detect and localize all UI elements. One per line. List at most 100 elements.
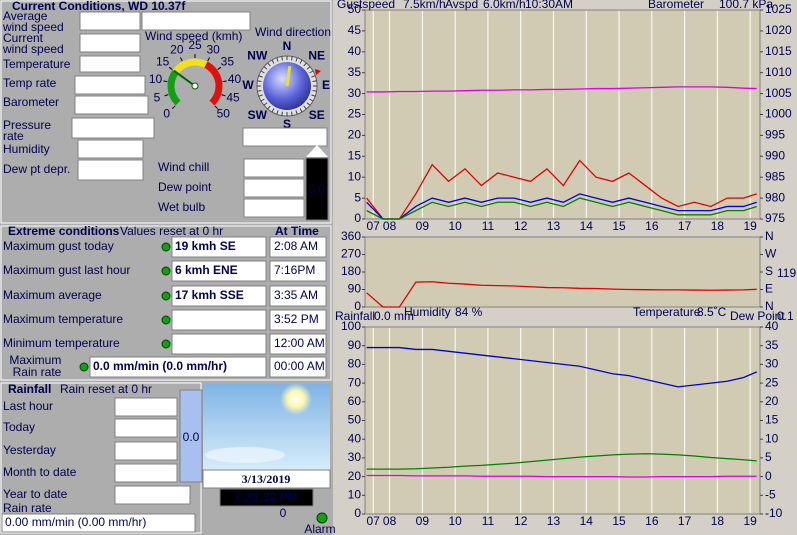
gauge-tick <box>214 105 218 109</box>
y2-tick-label: 20 <box>765 394 779 408</box>
input-box <box>242 127 328 147</box>
gauge-title: Wind speed (kmh) <box>145 29 242 43</box>
row-label: Maximum Rain rate <box>9 353 64 379</box>
meter-arrow <box>306 145 328 157</box>
compass-tick <box>291 56 293 61</box>
y2-tick-label: 1025 <box>765 2 792 16</box>
y-tick-label: 270 <box>341 247 361 261</box>
compass-tick <box>309 98 314 102</box>
y2-tick-label: E <box>765 282 773 296</box>
x-tick-label: 16 <box>645 514 659 528</box>
compass-point: NW <box>247 48 268 62</box>
y2-tick-label: W <box>765 247 777 261</box>
chart-annotation: 10:30AM <box>525 0 573 11</box>
sun <box>280 383 312 415</box>
y-tick-label: 45 <box>348 23 362 37</box>
y-tick-label: 5 <box>354 190 361 204</box>
y2-tick-label: 30 <box>765 357 779 371</box>
compass-tick <box>311 75 316 78</box>
time-box <box>269 309 327 331</box>
y-tick-label: 40 <box>348 44 362 58</box>
section-title: Current Conditions, WD 10.37f <box>12 0 186 13</box>
x-tick-label: 14 <box>580 514 594 528</box>
x-tick-label: 18 <box>711 219 725 233</box>
y-tick-label: 35 <box>348 65 362 79</box>
time-box <box>269 236 327 258</box>
gauge-tick-label: 20 <box>170 43 184 57</box>
gauge-arc <box>204 61 223 106</box>
y-tick-label: 0 <box>354 211 361 225</box>
gauge-tick-label: 15 <box>156 55 170 69</box>
y-tick-label: 0 <box>354 299 361 313</box>
x-tick-label: 07 <box>367 514 381 528</box>
y2-tick-label: N <box>765 299 774 313</box>
gauge-needle <box>173 69 196 87</box>
time-header: At Time <box>275 224 319 238</box>
y2-tick-label: 1020 <box>765 23 792 37</box>
y-tick-label: 25 <box>348 107 362 121</box>
extreme-value: 17 kmh SSE <box>175 288 244 302</box>
y-tick-label: 60 <box>348 394 362 408</box>
row-label: Month to date <box>3 465 77 479</box>
series-line <box>366 474 757 478</box>
row-label: Humidity <box>3 142 50 156</box>
y-tick-label: 100 <box>341 319 361 333</box>
compass-arrow <box>315 69 321 75</box>
x-tick-label: 10 <box>448 514 462 528</box>
series-line <box>366 159 757 220</box>
value-box <box>171 260 267 282</box>
compass-point: N <box>283 39 292 53</box>
y-tick-label: 90 <box>348 282 362 296</box>
section-title: Extreme conditions <box>8 224 120 238</box>
gauge-arc <box>167 69 181 106</box>
gauge-tick-label: 40 <box>228 72 242 86</box>
compass-tick <box>267 62 271 67</box>
status-dot <box>161 339 171 349</box>
x-tick-label: 13 <box>547 514 561 528</box>
status-dot <box>79 362 89 372</box>
y-tick-label: 15 <box>348 148 362 162</box>
row-label: Minimum temperature <box>3 336 120 350</box>
compass-tick <box>258 75 263 78</box>
clock-time: 7:20:32 PM <box>235 490 298 504</box>
y-tick-label: 30 <box>348 450 362 464</box>
y-tick-label: 10 <box>348 169 362 183</box>
input-box <box>79 55 141 73</box>
alarm-label: Alarm <box>304 522 335 535</box>
compass-tick <box>263 102 268 106</box>
compass-tick <box>312 90 317 92</box>
gauge-tick <box>172 105 176 109</box>
chart-annotation: Humidity <box>404 305 451 319</box>
chart-annotation: 100.7 kPa <box>719 0 773 11</box>
plot-area <box>364 326 761 515</box>
input-box <box>79 11 141 31</box>
row-label: Last hour <box>3 399 53 413</box>
row-label: Dew pt depr. <box>3 162 70 176</box>
series-line <box>366 86 757 93</box>
row-label: Current wind speed <box>2 31 64 56</box>
value-box <box>89 356 267 378</box>
current-frame <box>0 0 332 224</box>
y-tick-label: 20 <box>348 128 362 142</box>
extreme-time: 12:00 AM <box>274 336 325 350</box>
gauge-tick <box>217 66 222 70</box>
y-tick-label: 0 <box>354 506 361 520</box>
gauge-tick-label: 50 <box>217 106 231 120</box>
input-box <box>74 75 146 95</box>
input-box <box>114 418 178 438</box>
gauge-tick <box>163 80 168 83</box>
x-tick-label: 13 <box>547 219 561 233</box>
row-label: Temp rate <box>3 76 57 90</box>
x-tick-label: 08 <box>383 514 397 528</box>
meter-value: 0.0 <box>309 182 326 196</box>
y-tick-label: 20 <box>348 469 362 483</box>
row-label: Maximum temperature <box>3 312 123 326</box>
y2-tick-label: 1015 <box>765 44 792 58</box>
gauge-tick <box>180 57 183 62</box>
y2-tick-label: 15 <box>765 413 779 427</box>
x-tick-label: 19 <box>743 514 757 528</box>
input-box <box>114 463 178 483</box>
chart-annotation: 6.0km/h <box>483 0 526 11</box>
y-tick-label: 80 <box>348 357 362 371</box>
compass-tick <box>258 94 263 97</box>
